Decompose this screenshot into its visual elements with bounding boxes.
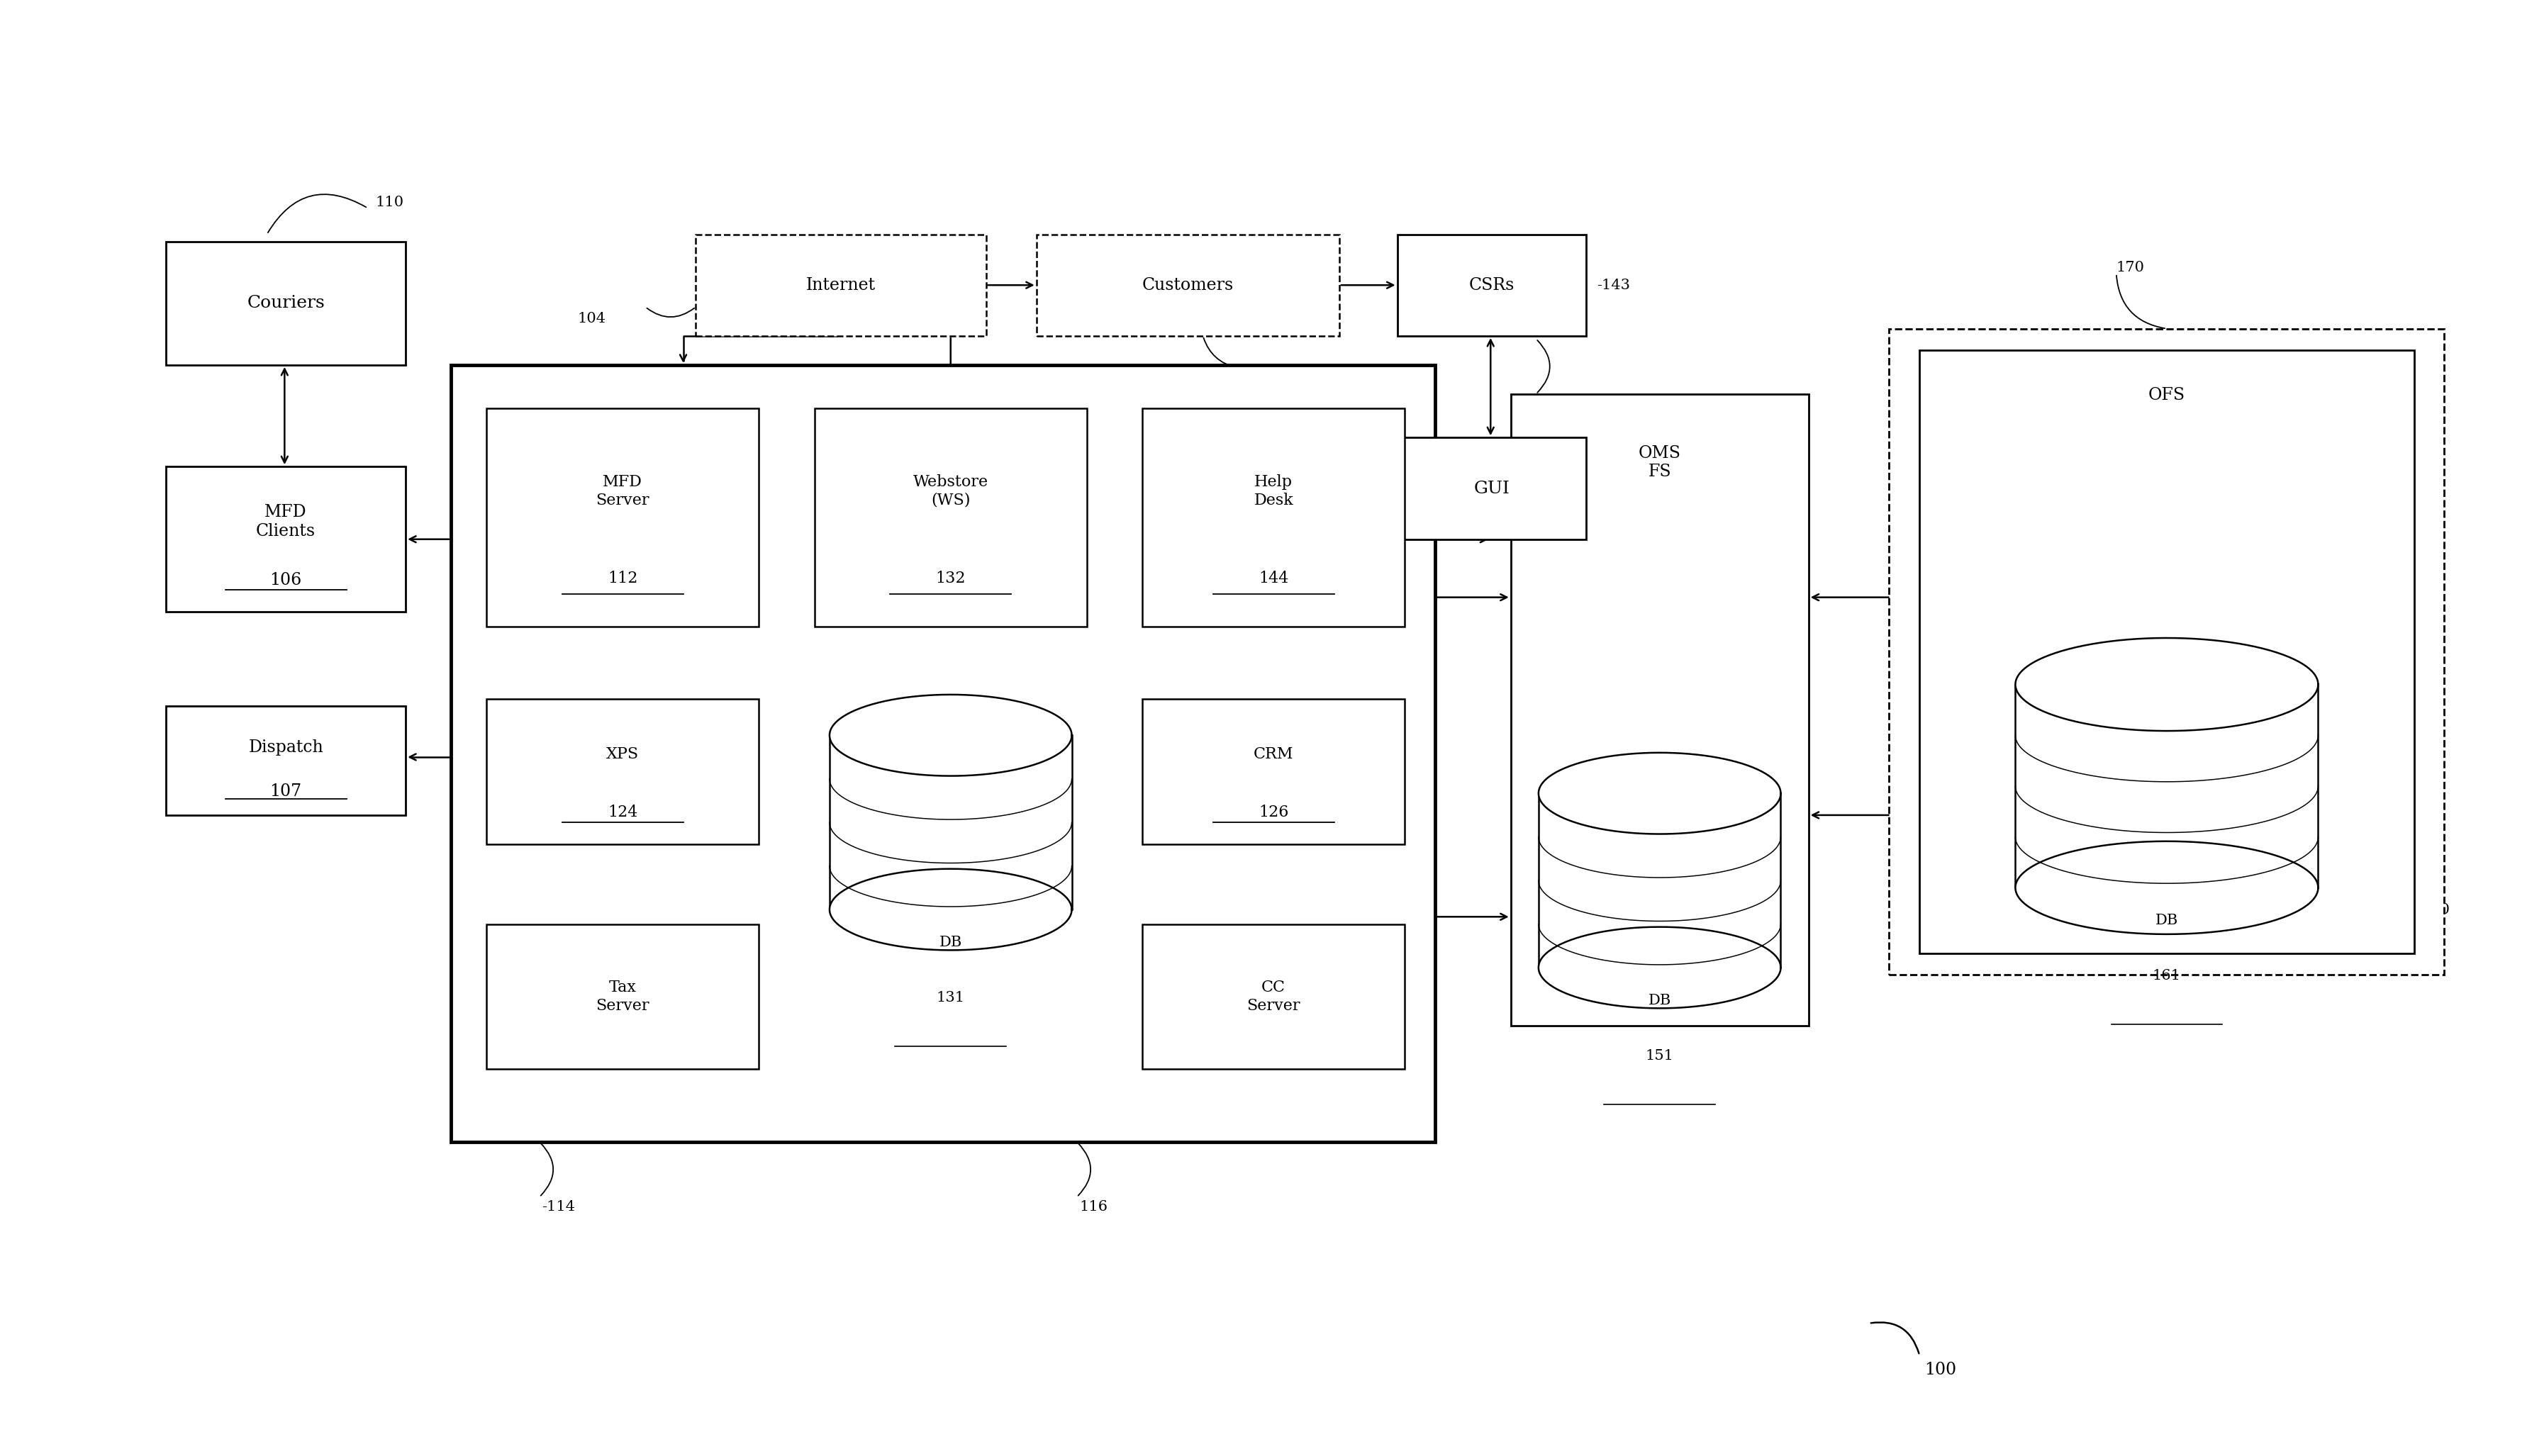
Polygon shape <box>829 735 1071 910</box>
FancyBboxPatch shape <box>695 234 986 336</box>
FancyBboxPatch shape <box>485 925 758 1069</box>
Text: OMS
FS: OMS FS <box>1637 446 1680 480</box>
Polygon shape <box>829 869 1071 951</box>
Text: -114: -114 <box>541 1200 576 1214</box>
FancyBboxPatch shape <box>814 409 1087 626</box>
Text: 170: 170 <box>2115 261 2145 274</box>
FancyBboxPatch shape <box>485 699 758 844</box>
Text: GUI: GUI <box>1473 480 1509 496</box>
Polygon shape <box>829 695 1071 776</box>
Text: Customers: Customers <box>1142 277 1233 293</box>
Text: MFD
Server: MFD Server <box>596 475 649 508</box>
Text: 160: 160 <box>2421 903 2451 916</box>
Text: DB: DB <box>940 936 963 949</box>
Text: Couriers: Couriers <box>248 296 326 312</box>
Text: 112: 112 <box>606 571 637 587</box>
Text: 161: 161 <box>2153 970 2181 983</box>
Polygon shape <box>2017 842 2317 935</box>
Text: 107: 107 <box>270 783 301 799</box>
Text: 151: 151 <box>1645 1048 1673 1063</box>
Text: DC: DC <box>2153 365 2181 381</box>
FancyBboxPatch shape <box>1890 329 2444 976</box>
FancyBboxPatch shape <box>167 706 407 815</box>
FancyBboxPatch shape <box>167 466 407 612</box>
Text: XPS: XPS <box>606 747 639 761</box>
Text: Tax
Server: Tax Server <box>596 980 649 1013</box>
Polygon shape <box>1539 753 1782 834</box>
FancyBboxPatch shape <box>167 242 407 365</box>
Text: 132: 132 <box>935 571 965 587</box>
Text: 106: 106 <box>270 572 301 588</box>
Text: 116: 116 <box>1079 1200 1107 1214</box>
FancyBboxPatch shape <box>1397 438 1587 539</box>
Text: 104: 104 <box>576 312 606 325</box>
Text: Internet: Internet <box>806 277 877 293</box>
FancyBboxPatch shape <box>485 409 758 626</box>
Text: CSRs: CSRs <box>1468 277 1514 293</box>
Text: -142: -142 <box>1597 482 1630 495</box>
Text: DB: DB <box>2156 914 2178 927</box>
Polygon shape <box>2017 638 2317 731</box>
FancyBboxPatch shape <box>1397 234 1587 336</box>
FancyBboxPatch shape <box>452 365 1435 1142</box>
Text: OFS: OFS <box>2148 387 2186 403</box>
Text: CRM: CRM <box>1253 747 1294 761</box>
Text: 110: 110 <box>377 195 404 210</box>
FancyBboxPatch shape <box>1142 699 1405 844</box>
Text: -143: -143 <box>1597 278 1630 291</box>
Polygon shape <box>1539 794 1782 968</box>
Text: DB: DB <box>1648 994 1670 1008</box>
Text: 102: 102 <box>1238 376 1266 389</box>
FancyBboxPatch shape <box>1142 925 1405 1069</box>
FancyBboxPatch shape <box>1511 395 1809 1025</box>
Text: 131: 131 <box>938 992 965 1005</box>
Polygon shape <box>2017 684 2317 888</box>
Text: 124: 124 <box>606 804 637 820</box>
Text: 130: 130 <box>581 365 612 379</box>
Text: 126: 126 <box>1258 804 1289 820</box>
Text: Dispatch: Dispatch <box>248 740 323 756</box>
Text: -150 -: -150 - <box>1541 326 1584 339</box>
Polygon shape <box>1539 927 1782 1008</box>
Text: Webstore
(WS): Webstore (WS) <box>912 475 988 508</box>
Text: MFD
Clients: MFD Clients <box>255 504 316 539</box>
Text: CC
Server: CC Server <box>1246 980 1301 1013</box>
Text: Help
Desk: Help Desk <box>1253 475 1294 508</box>
FancyBboxPatch shape <box>1036 234 1339 336</box>
FancyBboxPatch shape <box>1142 409 1405 626</box>
FancyBboxPatch shape <box>1921 351 2413 954</box>
Text: 144: 144 <box>1258 571 1289 587</box>
Text: 100: 100 <box>1926 1361 1956 1377</box>
